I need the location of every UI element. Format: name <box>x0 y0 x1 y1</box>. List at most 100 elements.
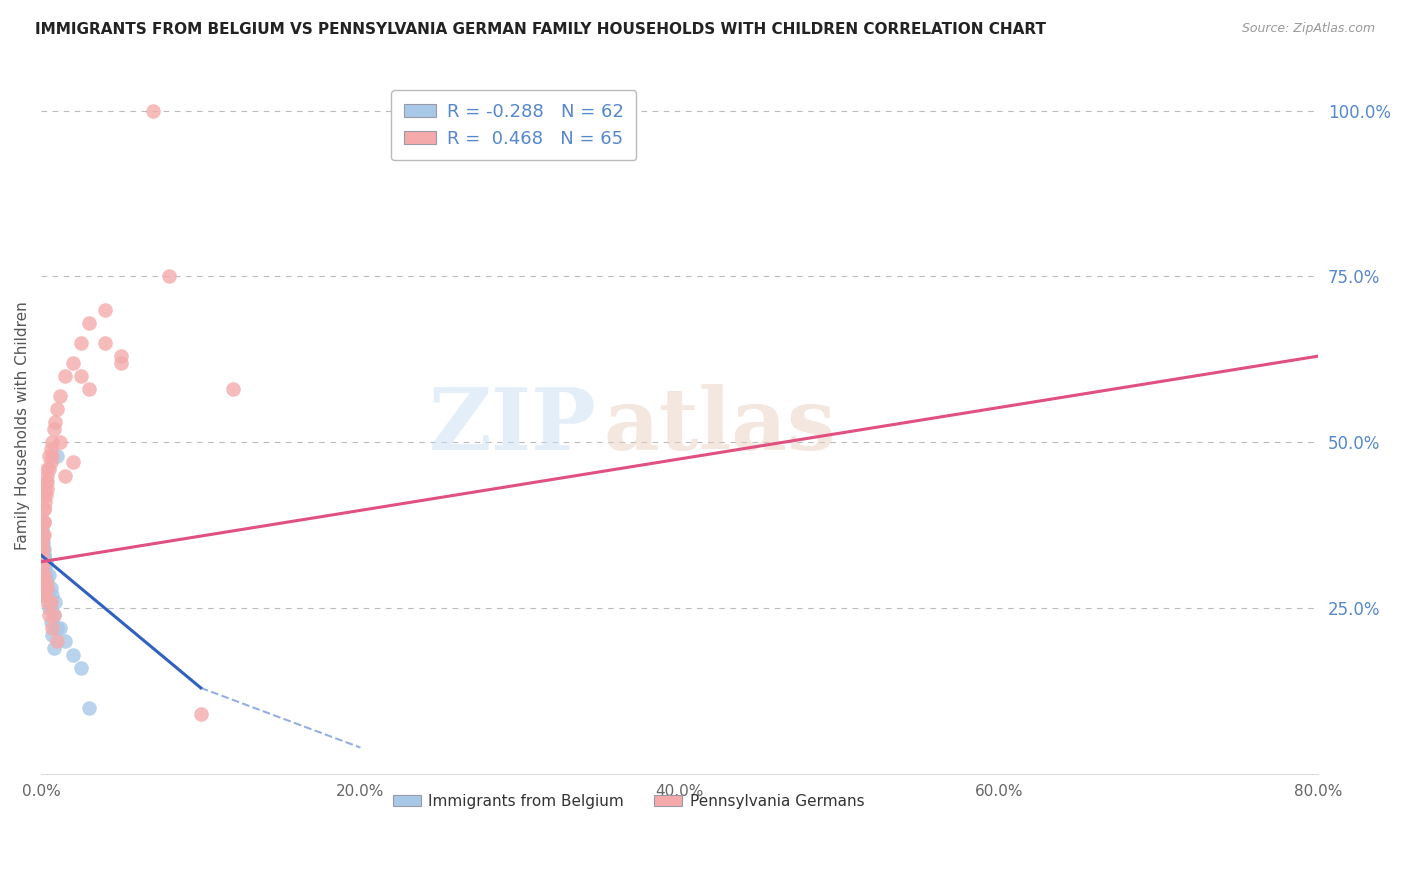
Point <box>31 541 53 556</box>
Point <box>30 568 52 582</box>
Point <box>77 316 100 330</box>
Point <box>35 468 58 483</box>
Point <box>37 475 59 490</box>
Point <box>62 356 84 370</box>
Point <box>30 565 52 579</box>
Point <box>34 568 56 582</box>
Point <box>30 548 52 562</box>
Text: IMMIGRANTS FROM BELGIUM VS PENNSYLVANIA GERMAN FAMILY HOUSEHOLDS WITH CHILDREN C: IMMIGRANTS FROM BELGIUM VS PENNSYLVANIA … <box>35 22 1046 37</box>
Point <box>34 541 56 556</box>
Point <box>30 561 52 575</box>
Point <box>31 582 53 596</box>
Point <box>42 641 65 656</box>
Point <box>30 582 52 596</box>
Point <box>31 541 53 556</box>
Point <box>35 475 58 490</box>
Point <box>38 449 60 463</box>
Point <box>37 574 59 589</box>
Point <box>31 535 53 549</box>
Point <box>190 707 212 722</box>
Point <box>34 568 56 582</box>
Point <box>53 468 76 483</box>
Point <box>34 501 56 516</box>
Point <box>30 574 52 589</box>
Point <box>46 449 69 463</box>
Point <box>38 607 60 622</box>
Point <box>32 568 55 582</box>
Point <box>31 574 53 589</box>
Point <box>42 422 65 436</box>
Point <box>35 482 58 496</box>
Point <box>157 269 180 284</box>
Point <box>31 535 53 549</box>
Point <box>46 402 69 417</box>
Point <box>41 621 63 635</box>
Text: atlas: atlas <box>603 384 835 467</box>
Point <box>34 482 56 496</box>
Point <box>31 574 53 589</box>
Point <box>41 601 63 615</box>
Point <box>110 356 132 370</box>
Text: ZIP: ZIP <box>429 384 596 467</box>
Point <box>37 588 59 602</box>
Point <box>30 541 52 556</box>
Point <box>35 582 58 596</box>
Point <box>49 389 72 403</box>
Point <box>31 555 53 569</box>
Point <box>38 594 60 608</box>
Point <box>53 634 76 648</box>
Point <box>31 515 53 529</box>
Point <box>38 568 60 582</box>
Point <box>77 700 100 714</box>
Point <box>142 103 165 118</box>
Point <box>30 528 52 542</box>
Point <box>37 588 59 602</box>
Point <box>34 548 56 562</box>
Point <box>30 535 52 549</box>
Point <box>32 515 55 529</box>
Point <box>62 648 84 662</box>
Point <box>110 349 132 363</box>
Text: Source: ZipAtlas.com: Source: ZipAtlas.com <box>1241 22 1375 36</box>
Point <box>77 382 100 396</box>
Point <box>30 571 52 585</box>
Point <box>32 528 55 542</box>
Point <box>42 607 65 622</box>
Point <box>94 335 117 350</box>
Point <box>34 515 56 529</box>
Point <box>31 561 53 575</box>
Point <box>34 488 56 502</box>
Point <box>32 555 55 569</box>
Point <box>30 541 52 556</box>
Point <box>49 621 72 635</box>
Point <box>35 555 58 569</box>
Point <box>70 335 93 350</box>
Point <box>41 449 63 463</box>
Point <box>94 302 117 317</box>
Point <box>32 582 55 596</box>
Point <box>34 495 56 509</box>
Point <box>32 501 55 516</box>
Point <box>42 607 65 622</box>
Point <box>41 628 63 642</box>
Point <box>31 555 53 569</box>
Point <box>53 369 76 384</box>
Point <box>39 594 62 608</box>
Point <box>37 462 59 476</box>
Point <box>31 561 53 575</box>
Point <box>31 568 53 582</box>
Point <box>37 582 59 596</box>
Point <box>30 551 52 566</box>
Point <box>35 594 58 608</box>
Point <box>30 548 52 562</box>
Point <box>30 561 52 575</box>
Point <box>49 435 72 450</box>
Point <box>38 462 60 476</box>
Point <box>31 528 53 542</box>
Point <box>46 634 69 648</box>
Point <box>62 455 84 469</box>
Point <box>44 594 66 608</box>
Point <box>31 535 53 549</box>
Point <box>39 442 62 456</box>
Point <box>34 588 56 602</box>
